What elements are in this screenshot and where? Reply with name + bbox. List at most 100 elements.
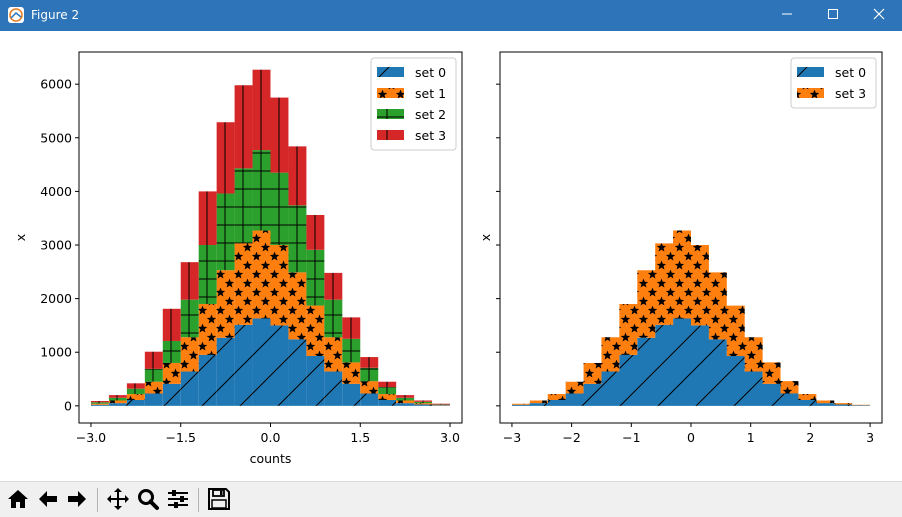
- bar-set2-16: [378, 387, 397, 395]
- legend-frame: [370, 57, 457, 151]
- y-tick-label: 0: [64, 398, 72, 413]
- bar-set2-2: [126, 388, 145, 395]
- zoom-button[interactable]: [134, 485, 162, 513]
- bar-set2-3: [144, 368, 163, 382]
- bar-set2-4: [162, 340, 181, 363]
- bar-set1-0: [90, 403, 109, 405]
- x-tick-label: 0: [687, 430, 695, 445]
- legend-label: set 2: [415, 107, 446, 122]
- x-tick-label: −1: [622, 430, 640, 445]
- bar-set1-10: [270, 245, 289, 326]
- bar-set0-15: [360, 393, 379, 406]
- bar-set0-10: [270, 325, 289, 406]
- y-axis-label: x: [478, 234, 493, 241]
- toolbar-separator: [97, 488, 98, 512]
- configure-icon: [168, 490, 188, 508]
- bar-set0-19: [432, 405, 451, 406]
- save-button[interactable]: [205, 485, 233, 513]
- bar-set2-5: [180, 299, 199, 338]
- close-button[interactable]: [856, 0, 902, 31]
- bar-set3-15: [360, 357, 379, 368]
- bar-set3-4: [162, 308, 181, 341]
- bar-set2-15: [360, 367, 379, 382]
- bar-set1-6: [198, 303, 217, 355]
- close-icon: [873, 8, 885, 20]
- bar-set2-8: [234, 168, 253, 244]
- bar-set2-17: [396, 397, 415, 401]
- bar-set3-13: [324, 272, 343, 300]
- bar-set2-6: [198, 245, 217, 304]
- x-tick-label: 0.0: [261, 430, 281, 445]
- y-axis-label: x: [13, 234, 28, 241]
- bar-set3-11: [288, 146, 307, 206]
- bar-set3-18: [414, 400, 433, 402]
- bar-set0-7: [216, 337, 235, 406]
- bar-set3-16: [378, 381, 397, 388]
- bar-set1-14: [342, 362, 361, 384]
- figure-svg: −3.0 −1.5 0.0 1.5 3.0 0 1000 2000 3000 4000 5000 60…: [13, 51, 883, 466]
- bar-set3-6: [198, 191, 217, 245]
- configure-button[interactable]: [164, 485, 192, 513]
- bar-set1-18: [414, 403, 433, 405]
- bar-set2-11: [288, 205, 307, 273]
- legend-swatch: [377, 88, 404, 98]
- x-tick-label: 2: [806, 430, 814, 445]
- y-tick-label: 4000: [40, 184, 72, 199]
- forward-button[interactable]: [63, 485, 91, 513]
- title-bar[interactable]: Figure 2: [0, 0, 902, 31]
- legend-label: set 3: [415, 128, 446, 143]
- bar-set0-4: [162, 383, 181, 406]
- bar-set3-1: [108, 395, 127, 398]
- back-icon: [39, 491, 57, 507]
- bar-set3-12: [306, 214, 325, 250]
- x-tick-label: −1.5: [166, 430, 196, 445]
- bar-set2-18: [414, 401, 433, 404]
- bar-set1-8: [234, 243, 253, 325]
- bar-set1-9: [252, 230, 271, 319]
- legend-label: set 3: [835, 86, 866, 101]
- bar-set1-7: [216, 270, 235, 338]
- zoom-icon: [138, 489, 159, 510]
- x-tick-label: 1: [747, 430, 755, 445]
- forward-icon: [68, 491, 86, 507]
- figure-canvas[interactable]: −3.0 −1.5 0.0 1.5 3.0 0 1000 2000 3000 4000 5000 60…: [0, 31, 902, 481]
- home-button[interactable]: [4, 485, 32, 513]
- x-tick-label: −3: [503, 430, 521, 445]
- back-button[interactable]: [34, 485, 62, 513]
- legend: set 0 set 3: [790, 57, 877, 109]
- bar-set3-0: [90, 401, 109, 403]
- legend-swatch: [377, 67, 404, 77]
- legend: set 0 set 1 set 2 set 3: [370, 57, 457, 151]
- area-set0: [511, 318, 871, 406]
- bar-set1-16: [378, 394, 397, 400]
- bar-set1-13: [324, 337, 343, 372]
- legend-swatch: [797, 67, 824, 77]
- pan-button[interactable]: [104, 485, 132, 513]
- bar-set0-18: [414, 404, 433, 406]
- x-axis-label: counts: [250, 451, 292, 466]
- right-axes: −3 −2 −1 0 1 2 3 x set 0 set 3: [478, 51, 883, 445]
- app-icon: [8, 7, 24, 23]
- minimize-button[interactable]: [764, 0, 810, 31]
- bar-set0-1: [108, 403, 127, 406]
- bar-set3-10: [270, 97, 289, 173]
- bar-set0-2: [126, 399, 145, 406]
- home-icon: [8, 490, 28, 508]
- bar-set2-13: [324, 299, 343, 338]
- minimize-icon: [782, 13, 792, 15]
- bar-set0-3: [144, 393, 163, 406]
- x-tick-label: 1.5: [350, 430, 370, 445]
- bar-set3-14: [342, 317, 361, 339]
- maximize-button[interactable]: [810, 0, 856, 31]
- bar-set1-4: [162, 362, 181, 384]
- bar-set0-8: [234, 324, 253, 406]
- bar-set0-16: [378, 399, 397, 406]
- x-tick-label: 3: [866, 430, 874, 445]
- bar-set1-11: [288, 272, 307, 340]
- bar-set2-10: [270, 172, 289, 246]
- toolbar-separator: [198, 488, 199, 512]
- bar-set2-1: [108, 397, 127, 401]
- bar-set0-9: [252, 318, 271, 406]
- pan-icon: [107, 488, 129, 510]
- bar-set0-0: [90, 404, 109, 406]
